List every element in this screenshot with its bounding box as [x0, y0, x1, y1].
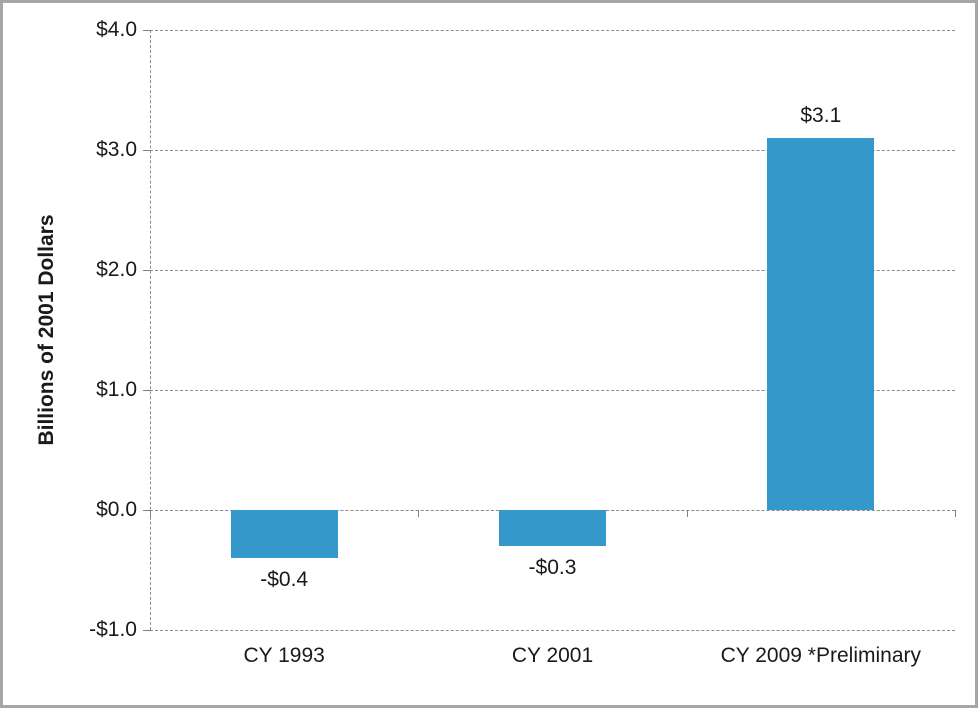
y-axis-tick-label: $1.0 [96, 378, 137, 401]
y-axis-tick-label: $3.0 [96, 138, 137, 161]
y-axis-tick-mark [143, 270, 150, 271]
gridline [150, 390, 955, 391]
y-axis-tick-label: $2.0 [96, 258, 137, 281]
gridline [150, 630, 955, 631]
bar-value-label: -$0.3 [528, 556, 577, 579]
bar-value-label: -$0.4 [260, 568, 309, 591]
y-axis-tick-label: -$1.0 [89, 618, 137, 641]
y-axis-line [150, 30, 151, 630]
bar-value-label: $3.1 [800, 104, 842, 127]
x-axis-category-label: CY 2001 [511, 644, 594, 667]
x-axis-category-label: CY 1993 [243, 644, 325, 667]
y-axis-tick-mark [143, 390, 150, 391]
y-axis-tick-label: $0.0 [96, 498, 137, 521]
x-axis-tick-mark [418, 510, 420, 517]
gridline [150, 30, 955, 31]
x-axis-tick-mark [686, 510, 688, 517]
bar [767, 138, 875, 510]
y-axis-tick-mark [143, 150, 150, 151]
bar [499, 510, 606, 546]
x-axis-tick-mark [150, 510, 151, 517]
gridline [150, 270, 955, 271]
gridline [150, 150, 955, 151]
y-axis-tick-mark [143, 510, 150, 511]
y-axis-title: Billions of 2001 Dollars [35, 214, 58, 446]
bar [230, 510, 338, 558]
x-axis-category-label: CY 2009 *Preliminary [720, 644, 921, 667]
y-axis-tick-mark [143, 630, 150, 631]
y-axis-tick-mark [143, 30, 150, 31]
x-axis-tick-mark [955, 510, 956, 517]
y-axis-tick-label: $4.0 [96, 18, 137, 41]
